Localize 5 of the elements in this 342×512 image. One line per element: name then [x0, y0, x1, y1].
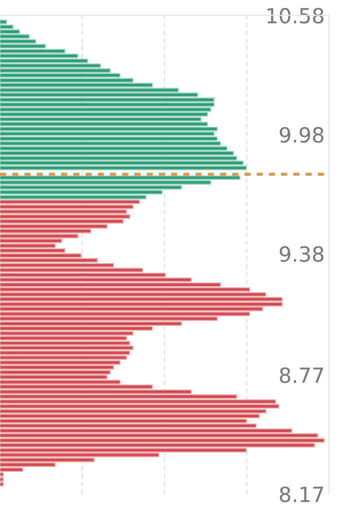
- y-tick-label: 8.77: [280, 367, 324, 384]
- y-tick-label: 9.38: [280, 246, 324, 262]
- y-tick-label: 8.17: [280, 486, 324, 502]
- y-tick-label: 10.58: [267, 8, 324, 24]
- y-tick-label: 9.98: [280, 126, 324, 143]
